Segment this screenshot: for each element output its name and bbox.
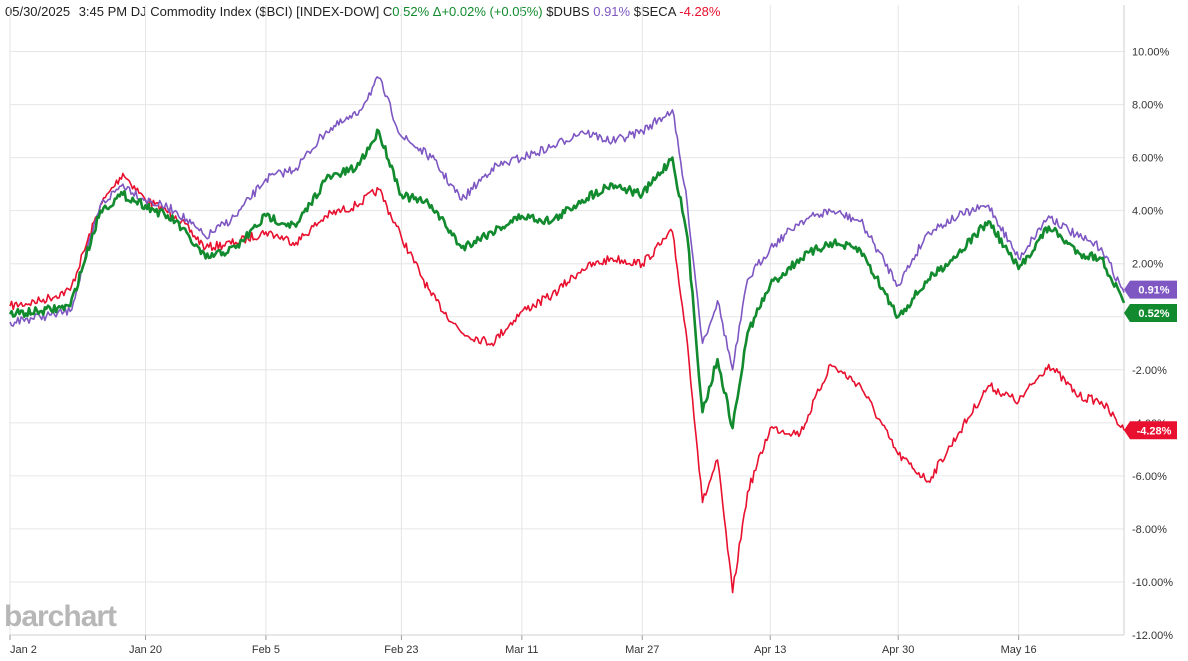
header-series2-value: 0.91% [593, 4, 631, 19]
y-tick-label: 10.00% [1132, 47, 1170, 59]
x-tick-label: May 16 [1001, 644, 1037, 656]
series-line-bci [8, 128, 1126, 430]
barchart-watermark: barchart [4, 600, 117, 633]
header-symbol: DJ Commodity Index ($BCI) [INDEX-DOW] [130, 4, 380, 19]
y-tick-label: 2.00% [1132, 259, 1163, 271]
header-change-prefix: C [382, 4, 393, 19]
x-tick-label: Feb 5 [252, 644, 280, 656]
y-tick-label: -6.00% [1132, 471, 1167, 483]
header-series3-value: -4.28% [679, 4, 721, 19]
last-value-badge-bci: 0.52% [1124, 303, 1177, 322]
y-tick-label: -8.00% [1132, 524, 1167, 536]
x-axis: Jan 2 Jan 20 Feb 5 Feb 23 Mar 11 Mar 27 Apr 13… [9, 634, 1124, 656]
y-tick-label: -12.00% [1132, 630, 1173, 642]
header-series3-name: $SECA [633, 4, 676, 19]
x-tick-label: Mar 11 [505, 644, 538, 656]
grid-lines [9, 5, 1124, 636]
header-time: 3:45 PM [78, 4, 128, 19]
x-tick-label: Jan 20 [129, 644, 162, 656]
header-delta: Δ+0.02% (+0.05%) [432, 4, 543, 19]
y-tick-label: 8.00% [1132, 100, 1163, 112]
last-value-label: 0.91% [1138, 285, 1169, 297]
y-tick-label: -2.00% [1132, 365, 1167, 377]
last-value-badge-dubs: 0.91% [1124, 280, 1177, 299]
x-tick-label: Apr 13 [754, 644, 786, 656]
chart-header: 05/30/2025 3:45 PM DJ Commodity Index ($… [5, 3, 720, 21]
last-value-label: 0.52% [1138, 308, 1169, 320]
series-line-dubs [9, 76, 1125, 371]
x-tick-label: Feb 23 [384, 644, 418, 656]
last-value-badges: 0.52% 0.91% -4.28% [1124, 280, 1177, 440]
series-lines [8, 76, 1126, 594]
last-value-label: -4.28% [1137, 425, 1172, 437]
y-axis: 10.00%8.00%6.00%4.00%2.00%0.00%-2.00%-4.… [1123, 5, 1173, 642]
header-series2-name: $DUBS [546, 4, 590, 19]
header-date: 05/30/2025 [5, 4, 71, 19]
x-tick-label: Apr 30 [882, 644, 914, 656]
x-tick-label: Jan 2 [10, 644, 37, 656]
y-tick-label: -10.00% [1132, 577, 1173, 589]
y-tick-label: 4.00% [1132, 206, 1163, 218]
last-value-badge-seca: -4.28% [1124, 421, 1177, 440]
y-tick-label: 6.00% [1132, 153, 1163, 165]
x-tick-label: Mar 27 [625, 644, 659, 656]
series-line-seca [9, 172, 1125, 594]
